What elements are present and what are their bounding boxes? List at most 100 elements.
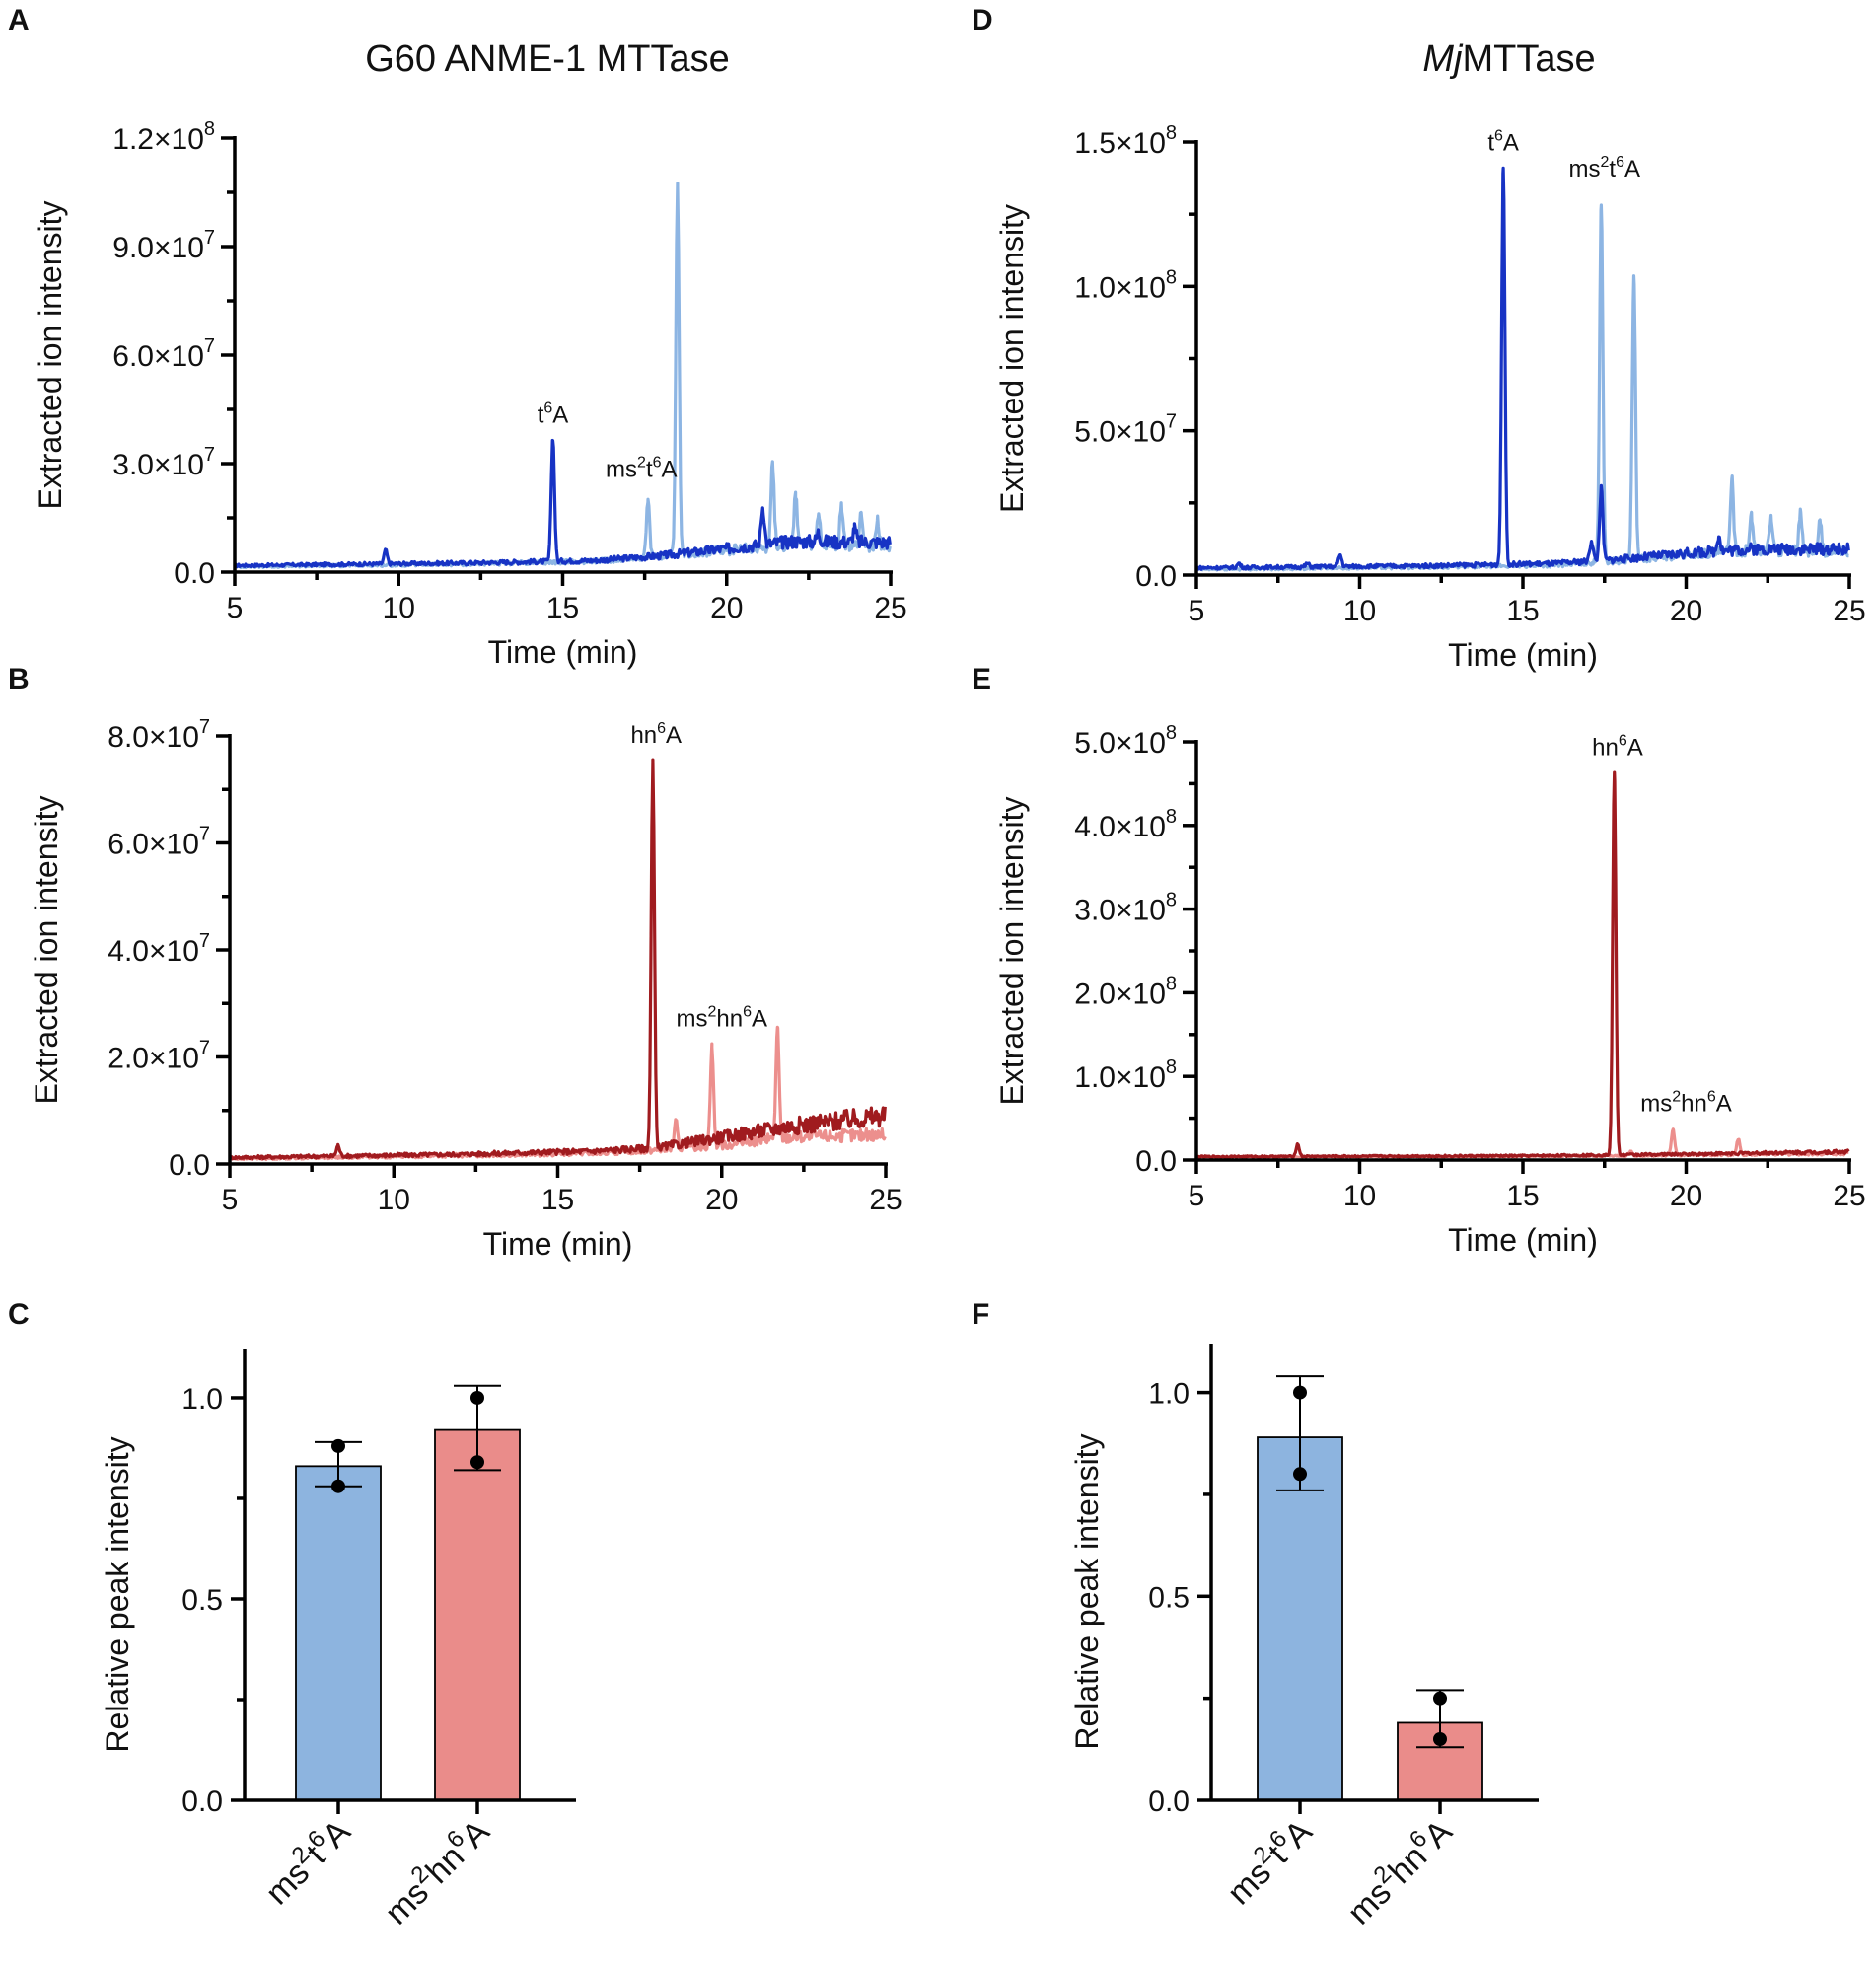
x-tick-label-e-4: 25 — [1833, 1180, 1865, 1212]
annotation-tail-d-0: A — [1503, 129, 1519, 156]
title-right-italic: Mj — [1422, 38, 1464, 80]
annotation-base-d-0: t — [1487, 129, 1494, 156]
y-tick-label-f-2: 1.0 — [1148, 1378, 1190, 1411]
y-tick-label-e-3: 3.0×108 — [1074, 890, 1177, 927]
y-tick-label-e-0: 0.0 — [1135, 1145, 1177, 1178]
y-tick-mantissa-e-4: 4.0×10 — [1074, 811, 1166, 843]
y-tick-label-c-2: 1.0 — [181, 1383, 223, 1416]
x-tick-label-e-2: 15 — [1506, 1180, 1539, 1212]
panel-letter-f: F — [972, 1298, 989, 1331]
x-tick-label-a-2: 15 — [546, 592, 579, 624]
y-tick-exponent-a-3: 7 — [204, 227, 215, 249]
data-point-c-1-1 — [470, 1455, 484, 1470]
y-tick-exponent-b-2: 7 — [199, 930, 210, 952]
peak-annotation-e-1: ms2hn6A — [1640, 1089, 1732, 1118]
annotation-mid-e-1: hn — [1681, 1091, 1707, 1118]
y-axis-title-d: Extracted ion intensity — [994, 204, 1030, 513]
y-tick-label-e-5: 5.0×108 — [1074, 722, 1177, 760]
y-tick-exponent-a-4: 8 — [204, 118, 215, 140]
bar-f-0 — [1257, 1436, 1343, 1801]
x-axis-title-a: Time (min) — [488, 634, 638, 670]
annotation-base-e-1: ms — [1640, 1091, 1672, 1118]
y-axis-title-b: Extracted ion intensity — [29, 795, 64, 1104]
chart-panel-b: 5 10 15 20 250.02.0×1074.0×1076.0×1078.0×107… — [29, 716, 902, 1262]
x-tick-label-e-1: 10 — [1343, 1180, 1376, 1212]
y-tick-label-a-4: 1.2×108 — [112, 118, 215, 156]
x-tick-label-e-0: 5 — [1189, 1180, 1205, 1212]
y-tick-exponent-b-4: 7 — [199, 716, 210, 738]
bar-c-1 — [434, 1428, 521, 1801]
y-tick-exponent-b-1: 7 — [199, 1038, 210, 1059]
annotation-tail-a-1: A — [662, 457, 678, 483]
data-point-f-0-1 — [1293, 1467, 1307, 1482]
x-tick-label-d-2: 15 — [1506, 595, 1539, 627]
panel-letter-d: D — [972, 4, 993, 36]
y-tick-mantissa-d-3: 1.5×10 — [1074, 127, 1166, 160]
annotation-sup-d-0: 6 — [1494, 127, 1503, 144]
y-tick-mantissa-a-0: 0.0 — [174, 557, 215, 590]
x-tick-label-b-3: 20 — [705, 1184, 738, 1216]
y-tick-label-e-1: 1.0×108 — [1074, 1056, 1177, 1094]
annotation-base-b-0: hn — [630, 722, 657, 749]
x-axis-title-e: Time (min) — [1448, 1222, 1598, 1258]
y-tick-label-f-0: 0.0 — [1148, 1785, 1190, 1818]
annotation-base-a-1: ms — [606, 457, 637, 483]
data-point-f-1-0 — [1433, 1691, 1447, 1706]
y-tick-exponent-e-5: 8 — [1166, 722, 1177, 744]
peak-annotation-b-1: ms2hn6A — [676, 1004, 767, 1033]
annotation-mid-a-1: t — [646, 457, 653, 483]
chart-panel-e: 5 10 15 20 250.01.0×1082.0×1083.0×1084.0×108… — [994, 722, 1866, 1258]
y-tick-mantissa-d-2: 1.0×10 — [1074, 271, 1166, 304]
y-tick-label-a-1: 3.0×107 — [112, 444, 215, 481]
y-tick-label-a-3: 9.0×107 — [112, 227, 215, 264]
x-tick-label-b-4: 25 — [869, 1184, 902, 1216]
y-tick-mantissa-b-0: 0.0 — [169, 1149, 210, 1182]
y-axis-title-e: Extracted ion intensity — [994, 796, 1030, 1105]
trace-hn6a-b — [228, 758, 887, 1161]
y-tick-mantissa-e-0: 0.0 — [1135, 1145, 1177, 1178]
annotation-tail-e-1: A — [1716, 1091, 1732, 1118]
annotation-sup-e-1: 2 — [1672, 1089, 1681, 1106]
x-tick-label-d-0: 5 — [1189, 595, 1205, 627]
x-tick-label-a-1: 10 — [383, 592, 415, 624]
annotation-tail-b-0: A — [666, 722, 682, 749]
annotation-base-d-1: ms — [1569, 156, 1601, 182]
y-tick-exponent-e-4: 8 — [1166, 806, 1177, 828]
annotation-sup2-d-1: 6 — [1616, 154, 1624, 171]
y-tick-mantissa-e-1: 1.0×10 — [1074, 1061, 1166, 1094]
annotation-sup-b-1: 2 — [707, 1004, 716, 1021]
title-right: MjMTTase — [1422, 38, 1595, 80]
annotation-sup2-b-1: 6 — [743, 1004, 752, 1021]
x-tick-label-d-4: 25 — [1833, 595, 1865, 627]
y-tick-label-d-2: 1.0×108 — [1074, 266, 1177, 304]
panel-letter-a: A — [8, 4, 30, 36]
y-tick-exponent-d-3: 8 — [1166, 122, 1177, 144]
y-axis-title-c: Relative peak intensity — [100, 1436, 135, 1752]
annotation-tail-a-0: A — [552, 402, 568, 429]
x-tick-label-a-3: 20 — [710, 592, 743, 624]
y-tick-label-c-0: 0.0 — [181, 1785, 223, 1818]
y-tick-mantissa-a-2: 6.0×10 — [112, 340, 204, 373]
panel-letter-c: C — [8, 1298, 30, 1331]
data-point-c-0-0 — [331, 1438, 345, 1453]
peak-annotation-d-0: t6A — [1487, 127, 1519, 156]
annotation-sup-e-0: 6 — [1619, 732, 1627, 749]
annotation-base-e-0: hn — [1592, 734, 1619, 761]
y-tick-exponent-d-1: 7 — [1166, 411, 1177, 433]
y-tick-exponent-a-2: 7 — [204, 335, 215, 357]
y-tick-label-b-1: 2.0×107 — [108, 1038, 210, 1075]
x-axis-title-d: Time (min) — [1448, 637, 1598, 673]
trace-t6a-d — [1195, 166, 1850, 571]
annotation-base-b-1: ms — [676, 1006, 707, 1033]
annotation-sup-d-1: 2 — [1601, 154, 1610, 171]
panel-letter-e: E — [972, 663, 991, 695]
x-tick-label-e-3: 20 — [1670, 1180, 1702, 1212]
y-tick-label-b-2: 4.0×107 — [108, 930, 210, 968]
peak-annotation-b-0: hn6A — [630, 720, 682, 749]
trace-t6a-a — [234, 438, 892, 569]
annotation-mid-b-1: hn — [716, 1006, 743, 1033]
title-right-rest: MTTase — [1462, 38, 1595, 80]
